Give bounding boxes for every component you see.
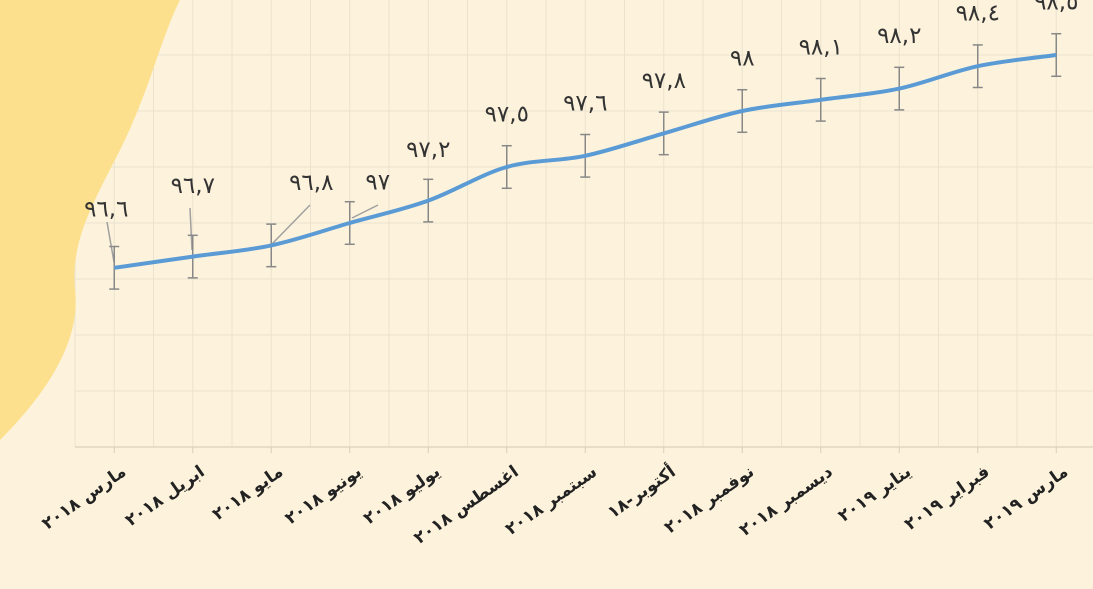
data-label: ٩٦,٦	[84, 196, 128, 222]
background-blob	[0, 0, 180, 440]
data-label: ٩٧,٨	[642, 68, 686, 94]
data-label: ٩٨,١	[799, 34, 843, 60]
x-tick-label: مارس ٢٠١٩	[981, 462, 1072, 534]
x-tick-label: فبراير ٢٠١٩	[901, 462, 993, 535]
data-label: ٩٧,٦	[563, 90, 607, 116]
x-tick-label: أكتوبر-١٨	[603, 460, 680, 523]
data-label: ٩٧,٢	[406, 137, 450, 163]
x-tick-label: مارس ٢٠١٨	[39, 462, 130, 534]
data-line	[113, 53, 1057, 270]
x-tick-label: يونيو ٢٠١٨	[282, 462, 366, 529]
error-bar	[1051, 32, 1062, 78]
grid	[74, 0, 1093, 448]
x-tick-label: مايو ٢٠١٨	[209, 462, 287, 525]
leader-line	[106, 221, 115, 263]
x-tick-label: ابريل ٢٠١٨	[122, 462, 209, 531]
leader-lines	[106, 204, 379, 263]
data-label: ٩٨,٢	[877, 23, 921, 49]
data-label: ٩٨,٤	[956, 1, 1000, 27]
data-label: ٩٨	[730, 46, 755, 72]
data-label: ٩٧,٥	[485, 102, 529, 128]
data-label: ٩٨,٥	[1034, 0, 1078, 16]
data-label: ٩٦,٧	[171, 173, 215, 199]
data-label: ٩٧	[365, 170, 390, 196]
leader-line	[351, 204, 379, 219]
leader-line	[271, 204, 311, 245]
leader-line	[189, 207, 193, 251]
data-label: ٩٦,٨	[289, 170, 333, 196]
